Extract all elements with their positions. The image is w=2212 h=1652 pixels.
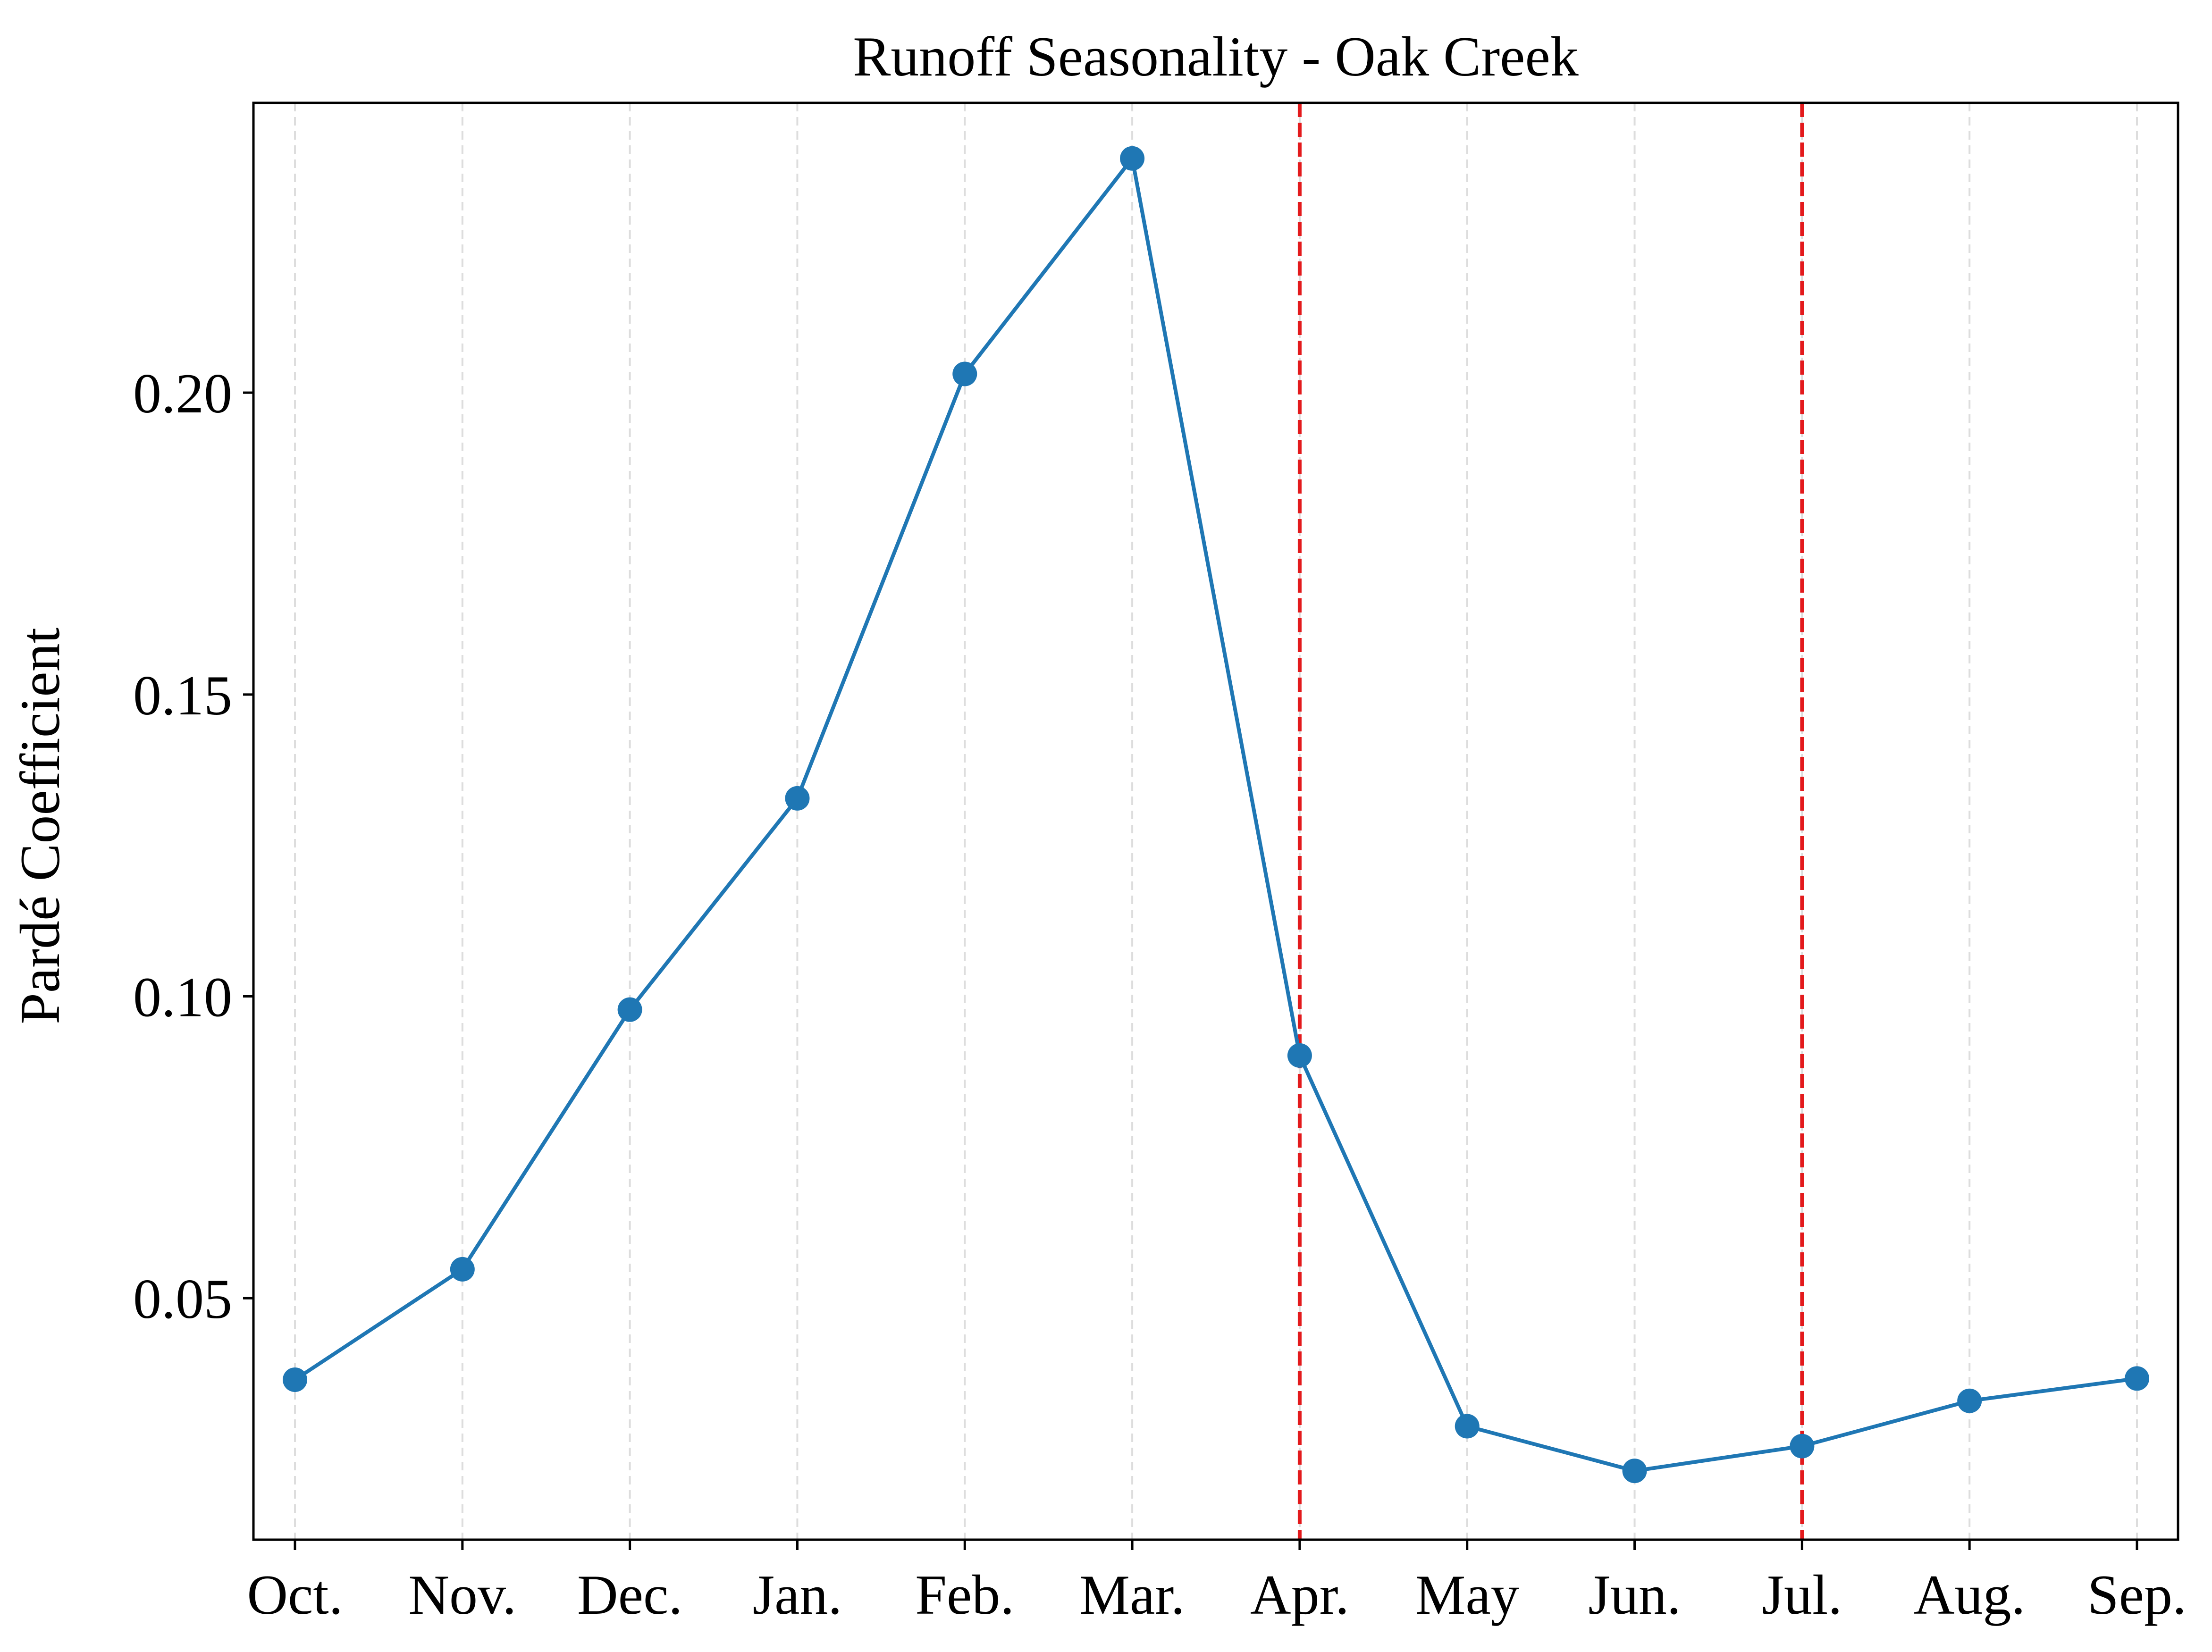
x-tick-label: Feb. xyxy=(915,1563,1014,1626)
y-tick-label: 0.15 xyxy=(133,664,232,727)
data-point xyxy=(1957,1388,1982,1413)
data-point xyxy=(1120,146,1145,171)
vertical-markers xyxy=(1297,103,1804,1540)
x-tick-label: Jan. xyxy=(752,1563,842,1626)
y-tick-label: 0.05 xyxy=(133,1267,232,1330)
x-tick-label: Jul. xyxy=(1762,1563,1842,1626)
data-series xyxy=(283,146,2149,1484)
data-point xyxy=(1287,1043,1312,1068)
series-line xyxy=(293,156,2139,1473)
y-tick-label: 0.20 xyxy=(133,362,232,425)
data-point xyxy=(283,1367,307,1392)
data-point xyxy=(1622,1459,1647,1484)
data-point xyxy=(450,1257,475,1282)
x-tick-label: Jun. xyxy=(1588,1563,1681,1626)
x-tick-label: Oct. xyxy=(247,1563,343,1626)
data-point xyxy=(617,997,642,1022)
y-axis-label: Pardé Coefficient xyxy=(8,628,71,1024)
y-tick-label: 0.10 xyxy=(133,966,232,1029)
x-tick-label: May xyxy=(1415,1563,1519,1626)
x-tick-label: Dec. xyxy=(577,1563,682,1626)
x-axis-ticks: Oct. Nov. Dec. Jan. Feb. Mar. Apr. May Jun. Jul. A… xyxy=(247,1540,2187,1626)
data-point xyxy=(785,786,810,811)
x-tick-label: Mar. xyxy=(1079,1563,1185,1626)
chart-title: Runoff Seasonality - Oak Creek xyxy=(853,25,1578,88)
data-point xyxy=(1455,1414,1480,1439)
data-point xyxy=(952,361,977,386)
x-tick-label: Nov. xyxy=(408,1563,516,1626)
x-tick-label: Aug. xyxy=(1914,1563,2026,1626)
data-point xyxy=(1790,1434,1815,1459)
y-axis-ticks: 0.05 0.10 0.15 0.20 xyxy=(133,362,253,1330)
data-point xyxy=(2125,1366,2149,1391)
plot-area-frame xyxy=(252,101,2179,1541)
x-tick-label: Sep. xyxy=(2087,1563,2187,1626)
x-tick-label: Apr. xyxy=(1250,1563,1349,1626)
